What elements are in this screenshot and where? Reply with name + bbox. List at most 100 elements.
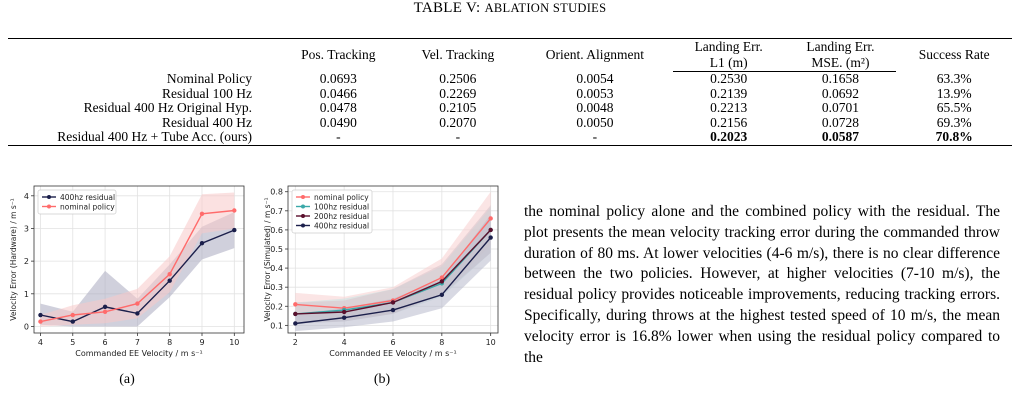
- data-point: [102, 304, 108, 310]
- data-point: [199, 211, 205, 216]
- legend-marker: [301, 223, 305, 228]
- y-tick-label: 0.3: [270, 283, 283, 292]
- confidence-band: [295, 214, 491, 332]
- x-axis-label: Commanded EE Velocity / m s⁻¹: [329, 349, 456, 358]
- x-tick-label: 10: [486, 338, 496, 347]
- x-tick-label: 8: [439, 338, 444, 347]
- table-cell: 0.2070: [439, 114, 477, 130]
- plot-frame: [33, 185, 245, 334]
- x-tick-label: 7: [135, 338, 140, 347]
- table-cell: 0.2156: [710, 114, 748, 130]
- data-point: [38, 312, 43, 318]
- table-row: Residual 400 Hz 0.0490 0.2070 0.0050 0.2156 0…: [8, 114, 1012, 131]
- y-tick-label: 3: [24, 224, 29, 233]
- table-cell: 0.0048: [576, 100, 614, 115]
- table-header-blank: [8, 38, 278, 72]
- data-point: [439, 292, 445, 298]
- table-header-success-rate: Success Rate: [896, 38, 1012, 72]
- data-point: [439, 275, 445, 280]
- data-point: [293, 302, 298, 307]
- table-cell: 0.2213: [710, 100, 748, 115]
- table-cell: 63.3%: [936, 70, 972, 86]
- x-tick-label: 6: [390, 338, 395, 347]
- y-tick-label: 2: [24, 257, 29, 266]
- table-header-landing-l1-line1: Landing Err.: [672, 38, 785, 55]
- table-cell: 0.0050: [576, 114, 614, 130]
- table-row-label: Residual 400 Hz Original Hyp.: [83, 100, 252, 115]
- legend-marker: [301, 204, 305, 209]
- y-tick-label: 0: [24, 322, 29, 331]
- data-point: [488, 216, 493, 221]
- table-cell: 0.0728: [821, 114, 859, 130]
- data-point: [232, 208, 237, 213]
- table-cell: 0.0693: [319, 70, 357, 86]
- table-cell: 0.2023: [672, 129, 785, 146]
- legend-label: nominal policy: [60, 203, 115, 212]
- data-point: [102, 309, 108, 314]
- data-point: [135, 301, 140, 306]
- x-axis-label: Commanded EE Velocity / m s⁻¹: [75, 349, 202, 358]
- table-header-row: Pos. Tracking Vel. Tracking Orient. Alig…: [8, 38, 1012, 72]
- x-tick-label: 8: [167, 338, 172, 347]
- table-cell: 65.5%: [936, 100, 972, 115]
- data-point: [167, 278, 172, 283]
- data-point: [293, 321, 298, 326]
- data-point: [38, 319, 43, 324]
- table-cell: 0.2139: [710, 85, 748, 101]
- x-tick-label: 4: [342, 338, 347, 347]
- table-cell: 0.2105: [439, 100, 477, 115]
- panel-label-a: (a): [119, 372, 135, 387]
- legend-label: 100hz residual: [314, 203, 369, 212]
- table-cell: 0.2530: [710, 71, 748, 86]
- plot-b: 2 4 6 8 10 0.1 0.2 0.3 0.4 0.5 0.6 0.7 0.8 Commanded …: [263, 185, 499, 358]
- x-tick-label: 5: [70, 338, 75, 347]
- data-point: [439, 279, 445, 284]
- table-cell: -: [517, 129, 673, 146]
- legend-marker: [301, 214, 305, 218]
- table-header-landing-mse-line2: MSE. (m²): [784, 55, 897, 72]
- table-cell: 13.9%: [936, 85, 972, 101]
- table-row-label: Residual 400 Hz: [162, 114, 252, 130]
- legend-label: 400hz residual: [314, 222, 369, 231]
- legend-box: [37, 189, 117, 215]
- table-caption: TABLE V: Ablation Studies: [0, 0, 1020, 17]
- data-point: [390, 300, 396, 305]
- table-row-label: Nominal Policy: [166, 70, 252, 86]
- x-tick-label: 10: [229, 338, 239, 347]
- data-point: [167, 272, 172, 277]
- table-header-pos-tracking: Pos. Tracking: [278, 38, 399, 72]
- data-point: [488, 227, 493, 233]
- data-point: [232, 227, 237, 233]
- table-cell: 0.0478: [319, 100, 357, 115]
- x-tick-label: 4: [38, 338, 43, 347]
- data-point: [70, 312, 75, 318]
- table-header-row-2: L1 (m) MSE. (m²): [8, 55, 1012, 72]
- x-tick-label: 2: [293, 338, 298, 347]
- table-cell: 69.3%: [936, 114, 972, 130]
- table-row: Residual 400 Hz + Tube Acc. (ours) - - -0.2…: [8, 129, 1012, 146]
- table-caption-title: Ablation Studies: [484, 1, 607, 15]
- table-row: Residual 400 Hz Original Hyp. 0.0478 0.210…: [8, 100, 1012, 116]
- legend-label: nominal policy: [314, 193, 369, 202]
- plot-frame: [287, 185, 499, 334]
- y-axis-label: Velocity Error (Hardware) / m s⁻¹: [9, 198, 18, 320]
- legend-label: 200hz residual: [314, 212, 369, 221]
- plot-a: 4 5 6 7 8 9 10 0 1 2 3 4 Commanded EE Velocity / m s…: [9, 185, 245, 358]
- y-tick-label: 0.8: [270, 188, 283, 197]
- table-cell: 0.1658: [821, 71, 859, 86]
- table-row-label: Residual 100 Hz: [162, 85, 252, 101]
- data-point: [341, 309, 347, 315]
- y-tick-label: 0.6: [270, 226, 283, 235]
- table-cell: 0.2506: [439, 70, 477, 86]
- table-row: Nominal Policy 0.0693 0.2506 0.0054 0.2530 0.…: [8, 70, 1012, 87]
- data-point: [390, 307, 396, 313]
- y-tick-label: 0.2: [270, 302, 283, 311]
- data-point: [199, 240, 205, 246]
- legend-box: [291, 189, 373, 234]
- ablation-table: Pos. Tracking Vel. Tracking Orient. Alig…: [8, 38, 1012, 146]
- y-tick-label: 0.7: [270, 207, 283, 216]
- data-point: [341, 315, 347, 320]
- legend-marker: [47, 204, 51, 209]
- table-header-vel-tracking: Vel. Tracking: [398, 38, 518, 72]
- y-tick-label: 0.5: [270, 245, 283, 254]
